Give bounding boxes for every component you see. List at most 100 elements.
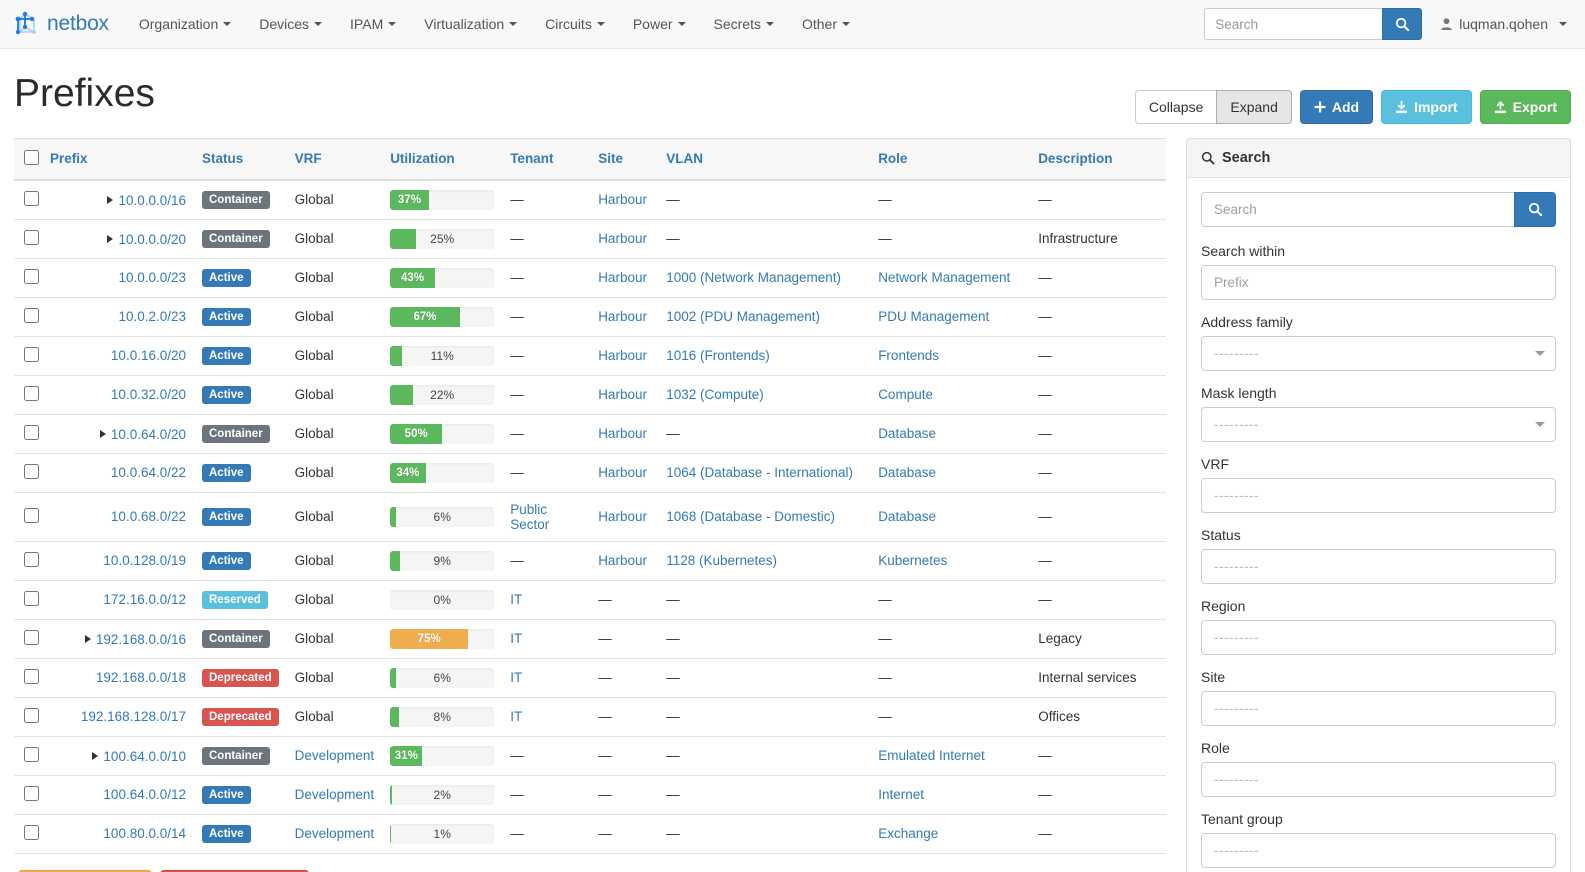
role-link[interactable]: Emulated Internet (878, 748, 985, 764)
row-checkbox[interactable] (24, 746, 39, 762)
collapse-button[interactable]: Collapse (1134, 90, 1218, 124)
expand-triangle-icon[interactable] (92, 752, 99, 761)
import-button[interactable]: Import (1381, 90, 1472, 124)
expand-button[interactable]: Expand (1216, 90, 1292, 124)
role-link[interactable]: Database (878, 509, 936, 525)
site-link[interactable]: Harbour (598, 309, 647, 325)
nav-item-organization[interactable]: Organization (125, 0, 245, 48)
column-header-prefix[interactable]: Prefix (42, 137, 194, 181)
user-menu[interactable]: luqman.qohen (1440, 16, 1571, 32)
nav-item-secrets[interactable]: Secrets (700, 0, 788, 48)
prefix-link[interactable]: 10.0.16.0/20 (110, 348, 186, 364)
prefix-link[interactable]: 10.0.128.0/19 (103, 553, 186, 569)
column-header-vrf[interactable]: VRF (286, 137, 383, 181)
vlan-link[interactable]: 1002 (PDU Management) (666, 309, 821, 325)
panel-search-button[interactable] (1514, 191, 1556, 227)
filter-select-status[interactable]: --------- (1201, 548, 1556, 584)
vrf-link[interactable]: Development (294, 826, 375, 842)
filter-select-address-family[interactable]: --------- (1201, 335, 1556, 371)
vlan-link[interactable]: 1068 (Database - Domestic) (666, 509, 836, 525)
prefix-link[interactable]: 10.0.0.0/20 (118, 231, 186, 247)
prefix-link[interactable]: 10.0.0.0/16 (118, 192, 186, 208)
role-link[interactable]: Frontends (878, 348, 939, 364)
tenant-link[interactable]: IT (510, 670, 523, 686)
expand-triangle-icon[interactable] (84, 635, 91, 644)
prefix-link[interactable]: 172.16.0.0/12 (103, 592, 186, 608)
global-search-input[interactable] (1204, 8, 1383, 40)
role-link[interactable]: Kubernetes (878, 553, 948, 569)
row-checkbox[interactable] (24, 268, 39, 284)
prefix-link[interactable]: 100.64.0.0/10 (103, 748, 186, 764)
row-checkbox[interactable] (24, 229, 39, 245)
nav-item-virtualization[interactable]: Virtualization (410, 0, 531, 48)
vlan-link[interactable]: 1128 (Kubernetes) (666, 553, 778, 569)
prefix-link[interactable]: 192.168.128.0/17 (80, 709, 186, 725)
role-link[interactable]: PDU Management (878, 309, 990, 325)
role-link[interactable]: Compute (878, 387, 933, 403)
column-header-description[interactable]: Description (1030, 137, 1166, 181)
filter-select-vrf[interactable]: --------- (1201, 477, 1556, 513)
brand-logo-link[interactable]: netbox (8, 0, 125, 48)
prefix-link[interactable]: 10.0.64.0/22 (110, 465, 186, 481)
column-header-site[interactable]: Site (590, 137, 659, 181)
row-checkbox[interactable] (24, 190, 39, 206)
prefix-link[interactable]: 10.0.2.0/23 (118, 309, 186, 325)
filter-input-search-within[interactable] (1201, 264, 1556, 300)
row-checkbox[interactable] (24, 629, 39, 645)
row-checkbox[interactable] (24, 385, 39, 401)
tenant-link[interactable]: IT (510, 631, 523, 647)
role-link[interactable]: Exchange (878, 826, 939, 842)
select-all-checkbox[interactable] (24, 149, 39, 165)
row-checkbox[interactable] (24, 424, 39, 440)
row-checkbox[interactable] (24, 463, 39, 479)
tenant-link[interactable]: IT (510, 592, 523, 608)
site-link[interactable]: Harbour (598, 348, 647, 364)
row-checkbox[interactable] (24, 707, 39, 723)
column-header-utilization[interactable]: Utilization (382, 137, 503, 181)
prefix-link[interactable]: 100.64.0.0/12 (103, 787, 186, 803)
vlan-link[interactable]: 1016 (Frontends) (666, 348, 770, 364)
edit-selected-button[interactable]: Edit Selected (18, 869, 152, 872)
filter-select-mask-length[interactable]: --------- (1201, 406, 1556, 442)
expand-triangle-icon[interactable] (99, 430, 106, 439)
site-link[interactable]: Harbour (598, 465, 647, 481)
prefix-link[interactable]: 100.80.0.0/14 (103, 826, 186, 842)
column-header-tenant[interactable]: Tenant (502, 137, 591, 181)
filter-select-role[interactable]: --------- (1201, 761, 1556, 797)
column-header-role[interactable]: Role (870, 137, 1031, 181)
expand-triangle-icon[interactable] (107, 235, 114, 244)
site-link[interactable]: Harbour (598, 270, 647, 286)
prefix-link[interactable]: 10.0.64.0/20 (110, 426, 186, 442)
nav-item-power[interactable]: Power (619, 0, 700, 48)
nav-item-devices[interactable]: Devices (245, 0, 336, 48)
row-checkbox[interactable] (24, 346, 39, 362)
column-header-vlan[interactable]: VLAN (658, 137, 871, 181)
row-checkbox[interactable] (24, 507, 39, 523)
site-link[interactable]: Harbour (598, 387, 647, 403)
row-checkbox[interactable] (24, 590, 39, 606)
prefix-link[interactable]: 192.168.0.0/16 (95, 631, 186, 647)
prefix-link[interactable]: 10.0.32.0/20 (110, 387, 186, 403)
role-link[interactable]: Network Management (878, 270, 1011, 286)
site-link[interactable]: Harbour (598, 231, 647, 247)
filter-select-region[interactable]: --------- (1201, 619, 1556, 655)
role-link[interactable]: Database (878, 465, 936, 481)
site-link[interactable]: Harbour (598, 426, 647, 442)
add-button[interactable]: Add (1299, 90, 1374, 124)
vrf-link[interactable]: Development (294, 748, 375, 764)
panel-search-input[interactable] (1201, 191, 1514, 227)
row-checkbox[interactable] (24, 824, 39, 840)
role-link[interactable]: Database (878, 426, 936, 442)
vrf-link[interactable]: Development (294, 787, 375, 803)
column-header-status[interactable]: Status (194, 137, 287, 181)
vlan-link[interactable]: 1000 (Network Management) (666, 270, 842, 286)
tenant-link[interactable]: Public Sector (510, 501, 550, 532)
filter-select-site[interactable]: --------- (1201, 690, 1556, 726)
role-link[interactable]: Internet (878, 787, 924, 803)
prefix-link[interactable]: 192.168.0.0/18 (95, 670, 186, 686)
row-checkbox[interactable] (24, 668, 39, 684)
vlan-link[interactable]: 1032 (Compute) (666, 387, 764, 403)
global-search-button[interactable] (1382, 8, 1423, 40)
filter-select-tenant-group[interactable]: --------- (1201, 832, 1556, 868)
prefix-link[interactable]: 10.0.0.0/23 (118, 270, 186, 286)
